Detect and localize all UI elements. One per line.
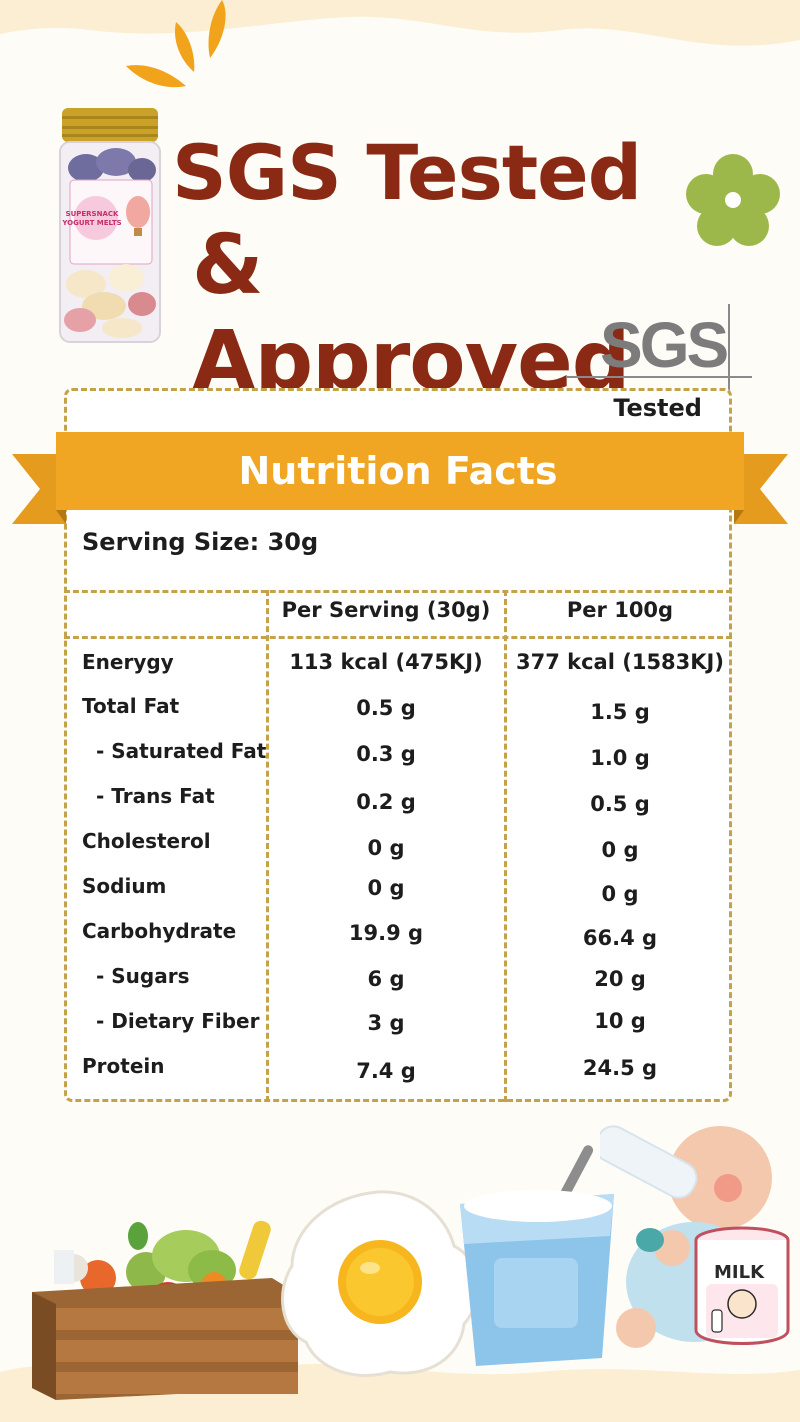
row-label-carbohydrate: Carbohydrate (82, 919, 237, 943)
cell-trans-fat-per-100g: 0.5 g (590, 792, 650, 816)
row-label-total-fat: Total Fat (82, 694, 180, 718)
cell-trans-fat-per-serving: 0.2 g (356, 790, 416, 814)
snack-jar-image: SUPERSNACK YOGURT MELTS (59, 108, 161, 343)
cell-protein-per-serving: 7.4 g (356, 1059, 416, 1083)
headline-line-1: SGS Tested (172, 128, 642, 217)
column-header-per-serving: Per Serving (30g) (281, 598, 491, 622)
yogurt-cup-image (460, 1145, 614, 1366)
cell-sodium-per-100g: 0 g (601, 882, 639, 906)
sgs-logo-rule (566, 376, 752, 378)
cell-sodium-per-serving: 0 g (367, 876, 405, 900)
sunburst-icon (126, 0, 226, 88)
cell-saturated-fat-per-100g: 1.0 g (590, 746, 650, 770)
cell-energy-per-serving: 113 kcal (475KJ) (289, 650, 483, 674)
row-label-sodium: Sodium (82, 874, 167, 898)
row-label-cholesterol: Cholesterol (82, 829, 211, 853)
row-label-dietary-fiber: - Dietary Fiber (96, 1009, 260, 1033)
row-label-energy: Enerygy (82, 650, 174, 674)
cell-carbohydrate-per-serving: 19.9 g (348, 921, 424, 945)
jar-label-line2: YOGURT MELTS (61, 219, 121, 227)
table-header-divider (64, 636, 732, 639)
top-wave-decoration (0, 0, 800, 46)
cell-cholesterol-per-serving: 0 g (367, 836, 405, 860)
vegetable-crate-image (32, 1220, 298, 1400)
row-label-saturated-fat: - Saturated Fat (96, 739, 267, 763)
cell-dietary-fiber-per-100g: 10 g (594, 1009, 646, 1033)
table-divider (64, 590, 732, 593)
cell-protein-per-100g: 24.5 g (582, 1056, 658, 1080)
milk-label: MILK (714, 1262, 765, 1283)
serving-size: Serving Size: 30g (82, 528, 319, 556)
nutrition-banner (12, 432, 788, 524)
cell-total-fat-per-serving: 0.5 g (356, 696, 416, 720)
table-column-divider (266, 590, 269, 1102)
cell-energy-per-100g: 377 kcal (1583KJ) (516, 650, 724, 674)
table-column-divider (504, 590, 507, 1102)
cell-saturated-fat-per-serving: 0.3 g (356, 742, 416, 766)
tested-label: Tested (613, 394, 702, 422)
cell-total-fat-per-100g: 1.5 g (590, 700, 650, 724)
row-label-sugars: - Sugars (96, 964, 190, 988)
sgs-logo: SGS (600, 309, 729, 381)
cell-sugars-per-serving: 6 g (367, 967, 405, 991)
row-label-protein: Protein (82, 1054, 165, 1078)
jar-label-line1: SUPERSNACK (66, 210, 119, 218)
cell-dietary-fiber-per-serving: 3 g (367, 1011, 405, 1035)
cell-cholesterol-per-100g: 0 g (601, 838, 639, 862)
cell-carbohydrate-per-100g: 66.4 g (582, 926, 658, 950)
sgs-logo-rule-vertical (728, 304, 730, 392)
row-label-trans-fat: - Trans Fat (96, 784, 215, 808)
fried-egg-image (281, 1190, 479, 1377)
flower-icon (686, 154, 780, 246)
column-header-per-100g: Per 100g (566, 598, 674, 622)
cell-sugars-per-100g: 20 g (594, 967, 646, 991)
milk-can-image (694, 1226, 790, 1345)
nutrition-title: Nutrition Facts (238, 449, 558, 493)
